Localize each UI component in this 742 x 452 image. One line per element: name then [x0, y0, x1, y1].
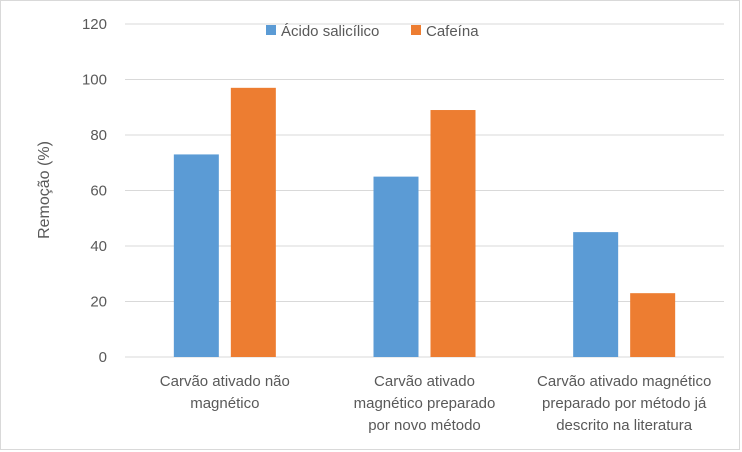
bar-cafeina-2	[430, 110, 476, 358]
x-category-label: descrito na literatura	[556, 417, 693, 434]
y-tick-label: 120	[82, 16, 107, 33]
y-axis-ticks: 0 20 40 60 80 100 120	[82, 16, 107, 366]
legend-swatch	[411, 25, 421, 35]
y-tick-label: 40	[90, 238, 107, 255]
x-axis-category-labels: Carvão ativado não magnético Carvão ativad…	[160, 373, 712, 434]
bar-cafeina-1	[230, 87, 276, 357]
bars	[173, 87, 676, 358]
x-category-label: magnético	[190, 395, 259, 412]
y-tick-label: 100	[82, 72, 107, 89]
x-category-label: Carvão ativado não	[160, 373, 290, 390]
bar-cafeina-3	[630, 293, 676, 357]
bar-acido-salicilico-1	[173, 154, 219, 357]
y-axis-title: Remoção (%)	[36, 141, 53, 239]
y-tick-label: 80	[90, 127, 107, 144]
legend-label: Ácido salicílico	[281, 23, 379, 40]
y-tick-label: 0	[99, 349, 107, 366]
x-category-label: por novo método	[368, 417, 481, 434]
x-category-label: Carvão ativado magnético	[537, 373, 711, 390]
legend-swatch	[266, 25, 276, 35]
y-tick-label: 60	[90, 183, 107, 200]
legend-label: Cafeína	[426, 23, 479, 40]
x-category-label: magnético preparado	[354, 395, 496, 412]
gridlines	[125, 23, 724, 358]
bar-acido-salicilico-3	[573, 232, 619, 357]
x-category-label: Carvão ativado	[374, 373, 475, 390]
y-tick-label: 20	[90, 294, 107, 311]
legend: Ácido salicílico Cafeína	[266, 23, 479, 40]
bar-acido-salicilico-2	[373, 176, 419, 357]
x-category-label: preparado por método já	[542, 395, 707, 412]
